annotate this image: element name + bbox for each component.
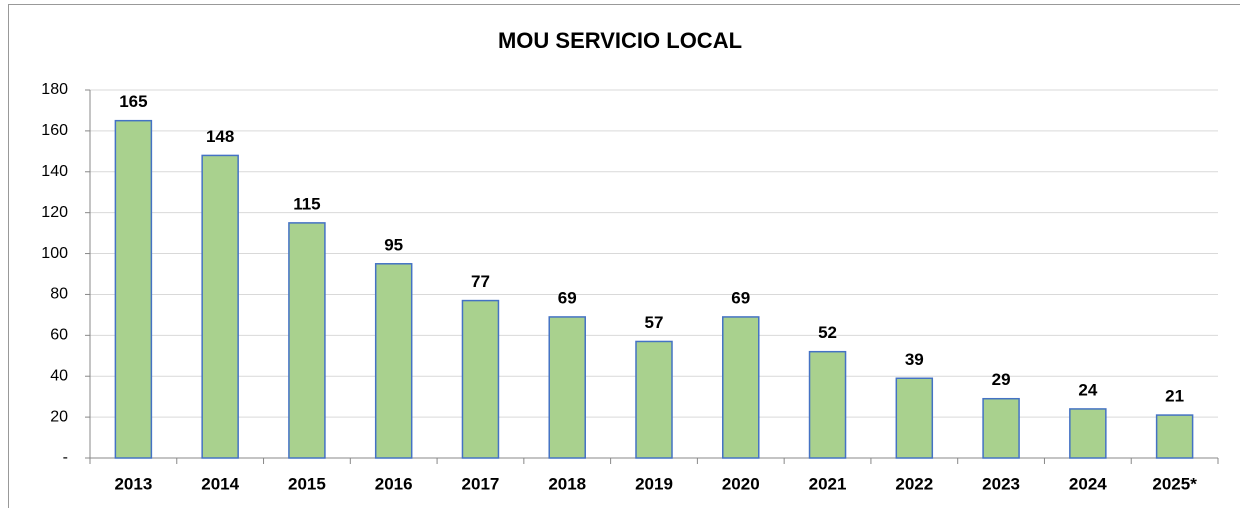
data-label: 24 xyxy=(1078,380,1097,399)
data-label: 52 xyxy=(818,323,837,342)
x-tick-label: 2020 xyxy=(722,474,760,493)
y-tick-label: 80 xyxy=(50,286,68,303)
y-tick-label: 40 xyxy=(50,367,68,384)
y-tick-label: 140 xyxy=(41,163,68,180)
y-tick-label: 180 xyxy=(41,81,68,98)
x-tick-label: 2022 xyxy=(895,474,933,493)
x-tick-label: 2023 xyxy=(982,474,1020,493)
bar xyxy=(895,377,934,459)
bar xyxy=(635,340,673,459)
x-tick-label: 2024 xyxy=(1069,474,1107,493)
y-tick-label: 120 xyxy=(41,204,68,221)
chart-title: MOU SERVICIO LOCAL xyxy=(498,28,742,53)
bar xyxy=(808,350,847,459)
data-label: 77 xyxy=(471,272,490,291)
bar xyxy=(548,316,586,459)
bar xyxy=(114,119,153,459)
bar xyxy=(461,299,500,459)
bar xyxy=(1069,408,1107,459)
bar xyxy=(1155,414,1194,459)
data-label: 29 xyxy=(992,370,1011,389)
x-tick-label: 2021 xyxy=(809,474,847,493)
x-tick-label: 2013 xyxy=(114,474,152,493)
y-tick-label: 100 xyxy=(41,245,68,262)
bar xyxy=(722,316,760,459)
data-label: 115 xyxy=(293,194,320,213)
data-label: 69 xyxy=(558,288,577,307)
x-tick-label: 2018 xyxy=(548,474,586,493)
data-label: 165 xyxy=(119,92,147,111)
bar xyxy=(982,397,1020,459)
data-label: 69 xyxy=(731,288,750,307)
bar xyxy=(374,263,413,459)
x-tick-label: 2016 xyxy=(375,474,413,493)
bar xyxy=(288,222,326,459)
data-label: 57 xyxy=(645,313,664,332)
data-label: 21 xyxy=(1165,387,1184,406)
data-label: 148 xyxy=(206,127,234,146)
x-tick-label: 2017 xyxy=(462,474,500,493)
y-tick-label: - xyxy=(63,449,68,466)
x-tick-label: 2025* xyxy=(1152,474,1197,493)
data-label: 95 xyxy=(384,235,403,254)
x-tick-label: 2015 xyxy=(288,474,326,493)
y-tick-label: 160 xyxy=(41,122,68,139)
chart-border xyxy=(8,4,1240,508)
y-tick-label: 60 xyxy=(50,327,68,344)
x-tick-label: 2014 xyxy=(201,474,239,493)
x-tick-label: 2019 xyxy=(635,474,673,493)
y-tick-label: 20 xyxy=(50,408,68,425)
data-label: 39 xyxy=(905,350,924,369)
bar xyxy=(201,154,239,459)
